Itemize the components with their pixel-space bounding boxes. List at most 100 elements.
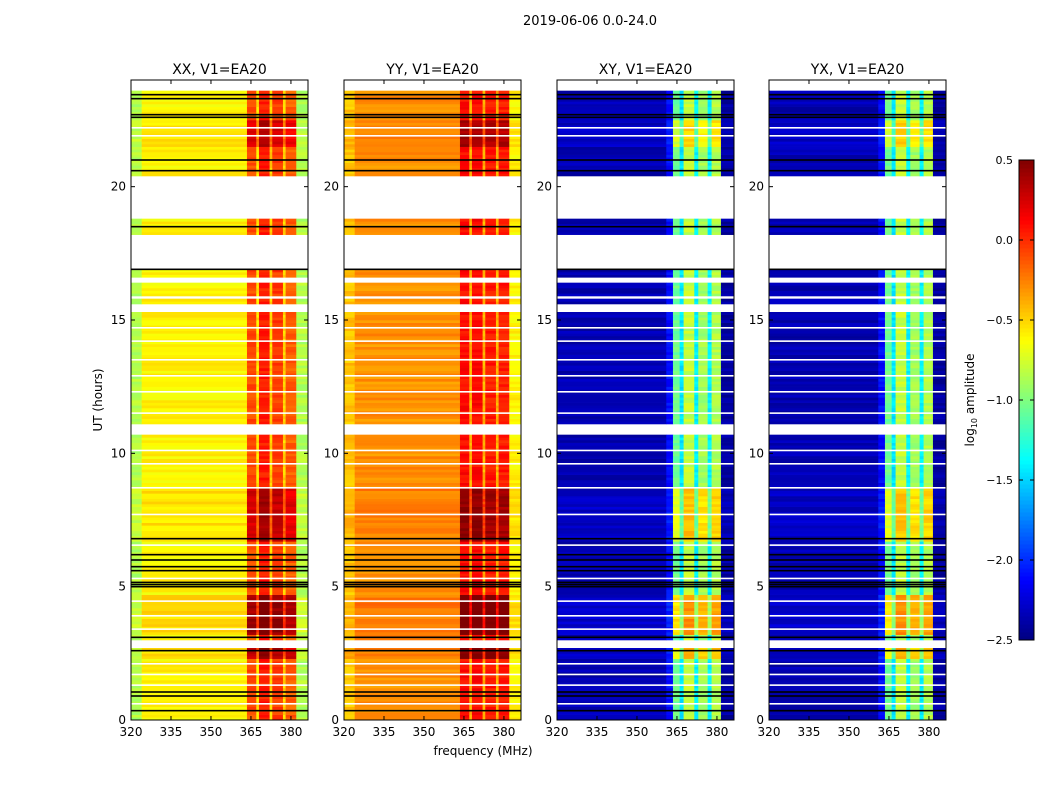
heatmap-cell — [354, 658, 461, 662]
heatmap-cell — [469, 104, 473, 107]
heatmap-cell — [269, 504, 273, 507]
heatmap-cell — [256, 453, 260, 457]
heatmap-cell — [666, 517, 674, 521]
heatmap-cell — [471, 325, 483, 329]
heatmap-cell — [272, 538, 284, 542]
heatmap-cell — [694, 509, 699, 513]
heatmap-cell — [698, 461, 708, 465]
heatmap-cell — [469, 597, 473, 601]
heatmap-cell — [482, 656, 486, 659]
heatmap-cell — [354, 592, 461, 595]
heatmap-cell — [131, 352, 142, 355]
heatmap-cell — [344, 330, 355, 334]
heatmap-cell — [509, 450, 522, 454]
heatmap-cell — [296, 149, 309, 153]
heatmap-cell — [296, 602, 309, 606]
heatmap-cell — [471, 328, 483, 331]
heatmap-cell — [459, 517, 470, 521]
heatmap-cell — [354, 448, 461, 451]
heatmap-cell — [269, 520, 273, 523]
heatmap-cell — [698, 536, 708, 539]
heatmap-cell — [131, 696, 142, 699]
heatmap-cell — [485, 354, 497, 358]
heatmap-cell — [269, 381, 273, 385]
heatmap-cell — [495, 445, 499, 449]
heatmap-cell — [272, 674, 284, 678]
heatmap-cell — [272, 218, 284, 222]
heatmap-cell — [683, 461, 695, 465]
heatmap-cell — [269, 173, 273, 177]
heatmap-cell — [666, 546, 674, 550]
heatmap-cell — [256, 648, 260, 651]
heatmap-cell — [285, 141, 297, 145]
heatmap-cell — [141, 101, 248, 105]
heatmap-cell — [471, 714, 483, 718]
heatmap-cell — [720, 704, 735, 707]
heatmap-cell — [711, 674, 722, 678]
heatmap-cell — [495, 352, 499, 355]
heatmap-cell — [679, 624, 684, 627]
heatmap-cell — [282, 112, 286, 115]
heatmap-cell — [694, 626, 699, 630]
heatmap-cell — [282, 549, 286, 553]
heatmap-cell — [498, 597, 510, 601]
heatmap-cell — [485, 552, 497, 555]
heatmap-cell — [683, 469, 695, 473]
heatmap-cell — [246, 418, 257, 422]
panel-title: YY, V1=EA20 — [385, 62, 478, 78]
heatmap-cell — [344, 272, 355, 275]
heatmap-cell — [354, 328, 461, 331]
heatmap-cell — [141, 285, 248, 289]
heatmap-cell — [485, 365, 497, 369]
heatmap-cell — [711, 656, 722, 659]
heatmap-cell — [711, 456, 722, 459]
heatmap-cell — [679, 656, 684, 659]
heatmap-cell — [698, 674, 708, 678]
heatmap-cell — [672, 714, 680, 718]
heatmap-cell — [720, 653, 735, 657]
heatmap-cell — [282, 224, 286, 227]
heatmap-cell — [471, 125, 483, 129]
heatmap-cell — [285, 288, 297, 291]
heatmap-cell — [485, 290, 497, 294]
heatmap-cell — [258, 168, 270, 171]
heatmap-cell — [557, 586, 667, 590]
heatmap-cell — [131, 546, 142, 550]
heatmap-cell — [698, 490, 708, 494]
heatmap-cell — [285, 485, 297, 489]
heatmap-cell — [459, 344, 470, 347]
heatmap-cell — [282, 341, 286, 345]
heatmap-cell — [666, 464, 674, 467]
heatmap-cell — [354, 480, 461, 483]
heatmap-cell — [282, 546, 286, 550]
heatmap-cell — [282, 136, 286, 139]
heatmap-cell — [246, 570, 257, 574]
heatmap-cell — [459, 661, 470, 665]
heatmap-cell — [498, 525, 510, 529]
heatmap-cell — [344, 658, 355, 662]
heatmap-cell — [269, 621, 273, 625]
heatmap-cell — [131, 453, 142, 457]
heatmap-cell — [282, 648, 286, 651]
heatmap-cell — [344, 664, 355, 667]
heatmap-cell — [256, 717, 260, 721]
heatmap-cell — [269, 314, 273, 318]
heatmap-cell — [509, 114, 522, 118]
heatmap-cell — [246, 549, 257, 553]
heatmap-cell — [256, 533, 260, 537]
heatmap-cell — [469, 368, 473, 371]
heatmap-cell — [498, 562, 510, 566]
heatmap-cell — [672, 520, 680, 523]
heatmap-cell — [495, 656, 499, 659]
heatmap-cell — [256, 413, 260, 417]
heatmap-cell — [141, 698, 248, 702]
heatmap-cell — [485, 117, 497, 121]
heatmap-cell — [471, 173, 483, 177]
heatmap-cell — [285, 90, 297, 94]
heatmap-cell — [720, 661, 735, 665]
heatmap-cell — [683, 696, 695, 699]
heatmap-cell — [459, 509, 470, 513]
heatmap-cell — [296, 493, 309, 497]
heatmap-cell — [285, 514, 297, 518]
heatmap-cell — [272, 346, 284, 350]
